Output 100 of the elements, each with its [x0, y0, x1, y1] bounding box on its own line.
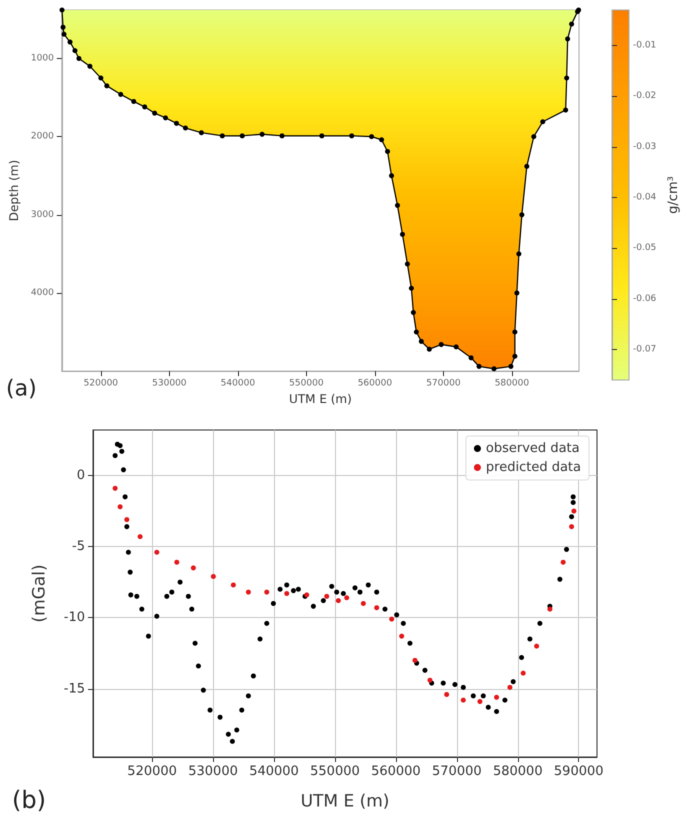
color-bar-title: g/cm³ — [666, 176, 681, 214]
point — [560, 560, 566, 565]
point — [174, 120, 179, 126]
point — [98, 76, 104, 80]
point — [491, 366, 496, 372]
x-tick-label: 530000 — [152, 378, 187, 389]
point — [112, 486, 118, 491]
point — [379, 137, 384, 142]
x-tick-label: 570000 — [432, 764, 482, 779]
point — [324, 594, 330, 599]
point — [404, 262, 410, 267]
y-tick-label: -10 — [64, 610, 85, 626]
y-tick-label: -15 — [64, 681, 85, 696]
color-bar-label: -0.07 — [633, 344, 656, 355]
point — [410, 310, 416, 315]
point — [198, 130, 204, 136]
color-bar-label: -0.05 — [633, 243, 656, 254]
point — [534, 644, 540, 649]
point — [569, 22, 574, 27]
point — [210, 574, 216, 579]
point — [507, 684, 512, 690]
point — [131, 98, 136, 104]
point — [426, 346, 432, 352]
point — [477, 699, 482, 704]
point — [438, 342, 444, 348]
point — [394, 202, 400, 208]
point — [124, 517, 130, 522]
point — [280, 133, 285, 138]
point — [319, 133, 324, 138]
legend-label: observed data — [486, 441, 580, 456]
x-tick-label: 590000 — [554, 764, 604, 779]
point — [87, 64, 92, 69]
point — [516, 251, 522, 256]
point — [547, 606, 552, 612]
point — [565, 36, 570, 42]
point — [369, 134, 374, 140]
y-axis-title: (mGal) — [30, 564, 50, 623]
x-tick-label: 520000 — [127, 764, 177, 779]
point — [460, 698, 466, 703]
point — [152, 110, 158, 116]
legend-label: predicted data — [486, 460, 582, 475]
color-bar-label: -0.01 — [633, 40, 656, 50]
point — [512, 330, 518, 335]
point — [508, 364, 514, 369]
x-tick-label: 560000 — [371, 764, 421, 779]
point — [118, 504, 123, 510]
point — [476, 364, 482, 369]
point — [514, 290, 520, 296]
point — [60, 24, 66, 30]
point — [68, 40, 73, 45]
point — [240, 133, 245, 138]
x-tick-label: 580000 — [494, 378, 530, 389]
point — [399, 634, 404, 639]
point — [520, 670, 526, 676]
point — [408, 286, 414, 291]
point — [154, 550, 160, 555]
point — [389, 173, 394, 178]
point — [182, 126, 188, 131]
point — [60, 8, 65, 12]
point — [220, 133, 225, 138]
point — [230, 582, 236, 588]
x-tick-label: 550000 — [310, 764, 360, 779]
x-tick-label: 540000 — [249, 764, 299, 779]
point — [571, 508, 576, 514]
y-tick-label: 4000 — [30, 288, 54, 298]
color-bar-label: -0.02 — [633, 91, 656, 102]
text: (a) — [6, 376, 37, 402]
x-tick-label: 530000 — [188, 764, 238, 779]
y-axis-title: Depth (m) — [7, 160, 21, 222]
point — [174, 560, 180, 565]
x-tick-label: 540000 — [220, 378, 256, 389]
y-tick-label: 2000 — [30, 132, 54, 142]
point — [76, 56, 82, 61]
point — [412, 658, 418, 663]
color-bar-label: -0.04 — [633, 192, 657, 203]
point — [444, 692, 450, 697]
y-tick-label: 0 — [76, 468, 85, 483]
y-tick-label: 1000 — [30, 53, 54, 64]
x-axis-title: UTM E (m) — [289, 392, 352, 406]
point — [190, 565, 196, 570]
point — [454, 344, 459, 350]
point — [104, 83, 110, 88]
point — [142, 104, 148, 110]
x-tick-label: 520000 — [84, 378, 118, 389]
point — [524, 164, 530, 169]
point — [494, 694, 500, 700]
point — [427, 678, 432, 683]
point — [400, 232, 405, 237]
point — [336, 598, 341, 604]
point — [344, 595, 350, 600]
text: (b) — [12, 786, 46, 814]
point — [72, 48, 78, 54]
point — [564, 76, 570, 80]
point — [260, 132, 265, 137]
point — [531, 134, 536, 140]
point — [385, 148, 390, 154]
x-tick-label: 570000 — [426, 378, 461, 389]
point — [246, 590, 251, 595]
x-tick-label: 560000 — [358, 378, 392, 389]
point — [62, 32, 66, 37]
